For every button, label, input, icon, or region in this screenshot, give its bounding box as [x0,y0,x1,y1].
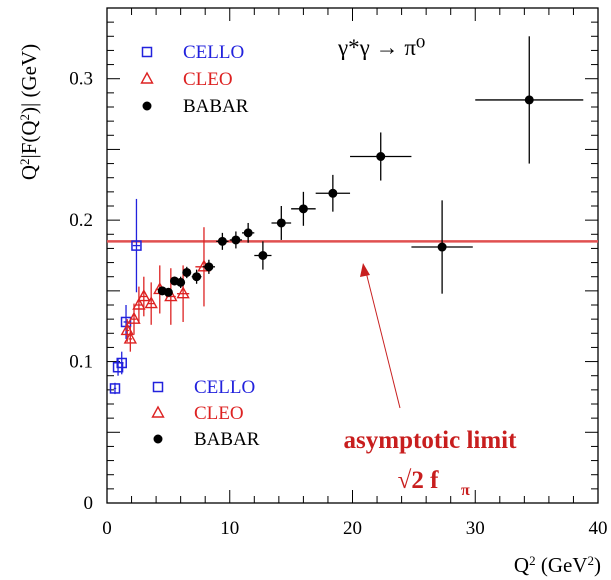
babar-data-point [276,218,286,228]
cleo-data-point [144,296,158,309]
process-label: γ*γ → π⁰ [337,35,425,60]
babar-data-point [243,228,253,238]
legend-bottom-label-cleo: CLEO [194,403,244,424]
legend-bottom-marker-cello [152,381,164,393]
babar-data-point [376,152,386,161]
babar-data-point [298,204,308,214]
legend-bottom-label-cello: CELLO [194,377,255,398]
legend-top-label-babar: BABAR [183,96,249,117]
y-tick-label: 0.1 [69,352,93,373]
legend-top-marker-babar [142,101,152,111]
legend-top-marker-cello [141,46,153,58]
cleo-data-point [176,286,190,299]
babar-data-point [258,251,268,260]
babar-data-point [437,242,447,252]
annotation-formula: √2 f [398,467,439,494]
x-tick-label: 40 [589,518,608,539]
annotation-arrow [365,271,401,409]
legend-bottom-label-babar: BABAR [194,429,260,450]
babar-data-point [217,236,227,246]
babar-data-point [163,287,173,297]
legend-top-marker-cleo [140,71,154,84]
y-axis-label: Q2|F(Q2)| (GeV) [17,44,42,180]
cello-data-point [109,383,121,394]
legend-bottom-marker-babar [153,434,163,444]
annotation-arrowhead [360,263,370,277]
y-tick-label: 0.3 [69,69,93,90]
babar-data-point [176,277,186,287]
plot-area: 0 10 20 30 40 0 0.1 0.2 0.3 CELLO CLEO BABAR CELLO CL… [69,7,608,539]
cleo-data-point [127,311,141,324]
x-tick-label: 20 [343,518,362,539]
cello-data-point [131,240,142,251]
x-tick-label: 30 [466,518,485,539]
legend-bottom-marker-cleo [151,405,165,418]
x-tick-label: 0 [102,518,112,539]
babar-data-point [182,267,192,277]
cleo-data-point [123,331,138,344]
legend-top-label-cleo: CLEO [183,69,233,90]
babar-data-point [192,272,202,282]
cleo-data-point [132,297,146,310]
babar-data-point [204,262,214,272]
babar-data-point [524,95,534,105]
x-tick-label: 10 [220,518,239,539]
babar-data-point [328,188,338,198]
cleo-data-point [137,289,151,302]
legend-top: CELLO CLEO BABAR [140,42,249,117]
cello-data-point [116,357,127,369]
legend-bottom: CELLO CLEO BABAR [151,377,260,450]
annotation-text: asymptotic limit [344,427,518,454]
y-tick-label: 0.2 [69,210,93,231]
annotation-formula-subscript: π [461,482,470,499]
babar-data-point [231,235,241,245]
y-tick-label: 0 [84,493,94,514]
legend-top-label-cello: CELLO [183,42,244,63]
x-axis-label: Q2 (GeV2) [514,553,601,578]
